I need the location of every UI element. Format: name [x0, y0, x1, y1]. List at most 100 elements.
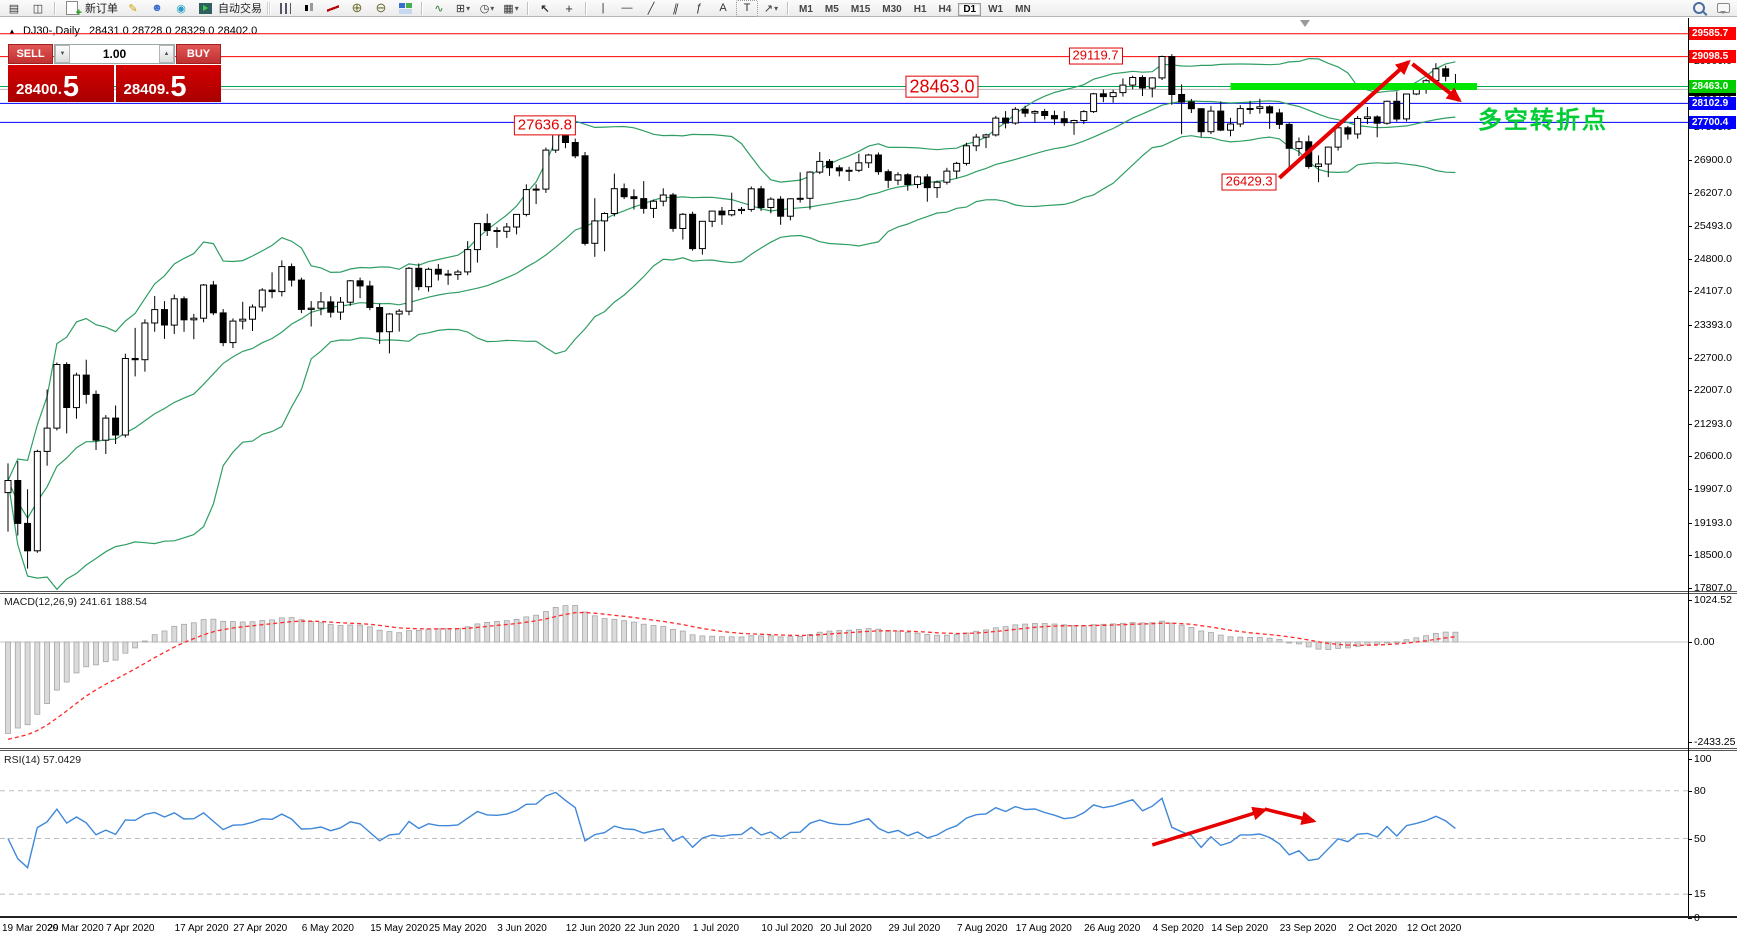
timeframe-m15[interactable]: M15	[850, 4, 871, 15]
date-label: 22 Jun 2020	[624, 923, 680, 934]
price-tag: 28463.0	[1689, 80, 1736, 93]
rsi-tick-label: 0	[1694, 912, 1700, 924]
text-label-icon[interactable]: T	[736, 0, 758, 17]
chat-icon[interactable]	[1712, 0, 1734, 17]
window-separator[interactable]	[0, 748, 1737, 749]
price-tick-label: 26900.0	[1694, 154, 1732, 166]
window-separator[interactable]	[0, 591, 1737, 592]
signal-icon[interactable]: ◉	[176, 2, 186, 15]
candlestick-chart-icon[interactable]	[298, 0, 320, 17]
auto-trading-button[interactable]	[194, 0, 216, 17]
fibonacci-icon[interactable]: ƒ	[695, 2, 703, 14]
volume-down-button[interactable]: ▼	[55, 45, 70, 63]
price-tick-label: 20600.0	[1694, 450, 1732, 463]
price-label[interactable]: 26429.3	[1221, 173, 1277, 191]
cursor-icon[interactable]: ↖	[540, 2, 550, 15]
date-label: 27 Apr 2020	[233, 923, 288, 934]
price-tick-label: 19193.0	[1694, 516, 1732, 529]
price-tick	[1688, 488, 1692, 490]
price-tick-label: 26207.0	[1694, 186, 1732, 199]
bar-chart-icon[interactable]	[274, 0, 296, 17]
vertical-line-icon[interactable]: |	[601, 2, 605, 14]
search-icon[interactable]	[1688, 0, 1710, 17]
tile-windows-icon[interactable]	[394, 0, 416, 17]
date-label: 29 Mar 2020	[47, 923, 104, 934]
price-tick-label: 22700.0	[1694, 351, 1732, 364]
crosshair-icon[interactable]: +	[565, 0, 573, 16]
new-order-label[interactable]: 新订单	[85, 3, 118, 15]
trendline-icon[interactable]: ╱	[647, 2, 655, 15]
price-label[interactable]: 27636.8	[513, 115, 577, 135]
horizontal-line-icon[interactable]: —	[621, 2, 633, 14]
date-label: 29 Jul 2020	[888, 923, 941, 934]
rsi-tick	[1688, 790, 1692, 792]
zoom-in-icon[interactable]: ⊕	[351, 0, 363, 15]
date-label: 12 Jun 2020	[565, 923, 621, 934]
one-click-trading-panel[interactable]: SELL ▼ ▲ BUY 28400. 5 28409. 5	[8, 44, 221, 102]
price-tick	[1688, 325, 1692, 326]
macd-tick-label: 1024.52	[1694, 593, 1732, 606]
rsi-tick-label: 100	[1694, 753, 1712, 765]
price-label[interactable]: 29119.7	[1068, 47, 1123, 65]
add-chart-icon[interactable]: ⊞ ▾	[455, 2, 471, 15]
date-label: 3 Jun 2020	[497, 923, 547, 934]
date-label: 23 Sep 2020	[1279, 923, 1337, 934]
rsi-tick	[1688, 759, 1692, 760]
date-label: 4 Sep 2020	[1152, 923, 1204, 934]
annotation-text[interactable]: 多空转折点	[1477, 107, 1608, 135]
date-label: 17 Apr 2020	[174, 923, 229, 934]
date-label: 2 Oct 2020	[1348, 923, 1398, 934]
price-tick-label: 21293.0	[1694, 417, 1732, 430]
price-tick-label: 19907.0	[1694, 482, 1732, 495]
date-label: 19 Mar 2020	[2, 923, 59, 934]
date-label: 14 Sep 2020	[1211, 923, 1269, 934]
rsi-tick-label: 80	[1694, 784, 1706, 797]
rsi-tick	[1688, 838, 1692, 840]
timeframe-w1[interactable]: W1	[988, 4, 1004, 15]
chart-shift-marker[interactable]	[1300, 20, 1310, 27]
price-tick-label: 25493.0	[1694, 220, 1732, 233]
date-label: 25 May 2020	[428, 923, 487, 934]
price-tick	[1688, 291, 1692, 293]
price-label[interactable]: 28463.0	[905, 75, 979, 98]
rsi-tick	[1688, 918, 1692, 919]
line-chart-icon[interactable]	[322, 0, 344, 17]
sell-button[interactable]: SELL	[8, 44, 53, 64]
timeframe-d1[interactable]: D1	[958, 3, 982, 16]
price-tick	[1688, 555, 1692, 557]
timeframe-h1[interactable]: H1	[913, 4, 927, 15]
sell-price[interactable]: 28400. 5	[8, 65, 114, 102]
price-tag: 28102.9	[1689, 96, 1736, 110]
community-icon[interactable]: ☻	[151, 2, 163, 14]
timeframe-h4[interactable]: H4	[938, 4, 952, 15]
templates-icon[interactable]: ▦ ▾	[503, 2, 519, 15]
zoom-out-icon[interactable]: ⊖	[375, 0, 387, 15]
toolbar-grip	[267, 1, 271, 15]
charts-list-icon[interactable]: ▤	[8, 2, 20, 15]
profiles-icon[interactable]: ◷ ▾	[479, 2, 495, 15]
timeframe-m1[interactable]: M1	[799, 4, 813, 15]
new-order-button[interactable]	[61, 0, 83, 19]
price-tick	[1688, 258, 1692, 260]
channel-icon[interactable]: ∥	[672, 2, 678, 15]
buy-button[interactable]: BUY	[176, 44, 221, 64]
timeframe-mn[interactable]: MN	[1015, 4, 1031, 15]
buy-price[interactable]: 28409. 5	[115, 65, 221, 102]
volume-up-button[interactable]: ▲	[159, 45, 174, 63]
timeframe-group: M1 M5 M15 M30 H1 H4 D1 W1 MN	[793, 0, 1037, 17]
data-window-icon[interactable]: ◫	[32, 2, 44, 15]
timeframe-m5[interactable]: M5	[824, 4, 839, 15]
text-icon[interactable]: A	[719, 2, 727, 14]
shapes-icon[interactable]: ↗ ▾	[763, 2, 779, 15]
metaeditor-icon[interactable]: ✎	[128, 2, 138, 15]
auto-trading-label[interactable]: 自动交易	[218, 3, 262, 15]
price-tick	[1688, 357, 1692, 359]
collapse-icon[interactable]: ▲	[8, 27, 16, 36]
timeframe-m30[interactable]: M30	[882, 4, 902, 15]
volume-input[interactable]	[70, 45, 159, 63]
rsi-tick	[1688, 894, 1692, 896]
indicators-icon[interactable]: ∿	[434, 2, 444, 15]
